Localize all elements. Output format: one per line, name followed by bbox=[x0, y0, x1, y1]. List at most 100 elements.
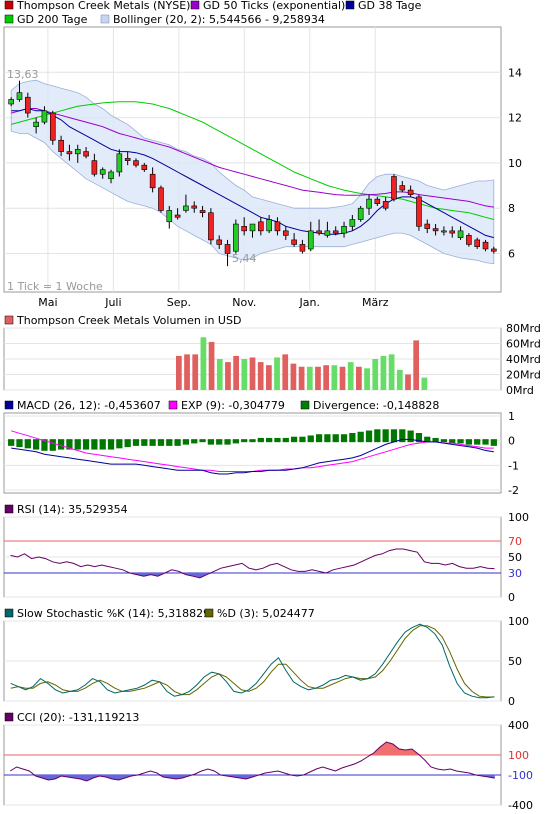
legend-stoch-k-label: Slow Stochastic %K (14): 5,318829 bbox=[17, 607, 210, 620]
stochastic-y-tick-label: 100 bbox=[508, 615, 529, 628]
volume-y-tick-label: 0Mrd bbox=[506, 384, 534, 397]
macd-divergence-bar bbox=[324, 434, 331, 443]
volume-bar bbox=[306, 366, 313, 390]
candle-body bbox=[25, 96, 31, 114]
macd-divergence-bar bbox=[274, 437, 281, 443]
volume-bar bbox=[290, 363, 297, 390]
candle-body bbox=[416, 196, 422, 227]
legend-swatch-ma200 bbox=[4, 14, 14, 24]
macd-divergence-bar bbox=[66, 439, 73, 450]
stochastic-y-tick-label: 50 bbox=[508, 655, 522, 668]
candle-body bbox=[349, 219, 356, 227]
candle-body bbox=[183, 205, 189, 211]
candle-body bbox=[149, 173, 156, 189]
volume-bars bbox=[175, 337, 428, 390]
macd-divergence-bar bbox=[224, 439, 231, 445]
legend-swatch-ema50 bbox=[190, 0, 200, 10]
macd-divergence-bar bbox=[465, 439, 472, 445]
stoch-k-line bbox=[10, 623, 495, 699]
rsi-y-tick-label: 50 bbox=[508, 551, 522, 564]
volume-bar bbox=[339, 366, 346, 390]
macd-divergence-bar bbox=[241, 439, 248, 443]
price-y-tick-label: 12 bbox=[508, 112, 522, 125]
price-y-tick-label: 10 bbox=[508, 157, 522, 170]
price-y-tick-label: 14 bbox=[508, 66, 522, 79]
volume-bar bbox=[372, 359, 379, 390]
legend-swatch-ma38 bbox=[345, 0, 355, 10]
volume-bar bbox=[241, 359, 248, 390]
macd-divergence-bar bbox=[74, 439, 81, 450]
macd-divergence-bar bbox=[440, 439, 448, 443]
macd-divergence-bar bbox=[182, 439, 190, 445]
candle-body bbox=[49, 112, 56, 141]
volume-bar bbox=[315, 366, 321, 390]
macd-y-tick-label: -1 bbox=[508, 459, 519, 472]
macd-divergence-bar bbox=[174, 439, 181, 446]
volume-bar bbox=[380, 355, 387, 390]
volume-bar bbox=[364, 368, 370, 390]
volume-bar bbox=[356, 366, 362, 390]
volume-bar bbox=[421, 377, 428, 390]
candle-body bbox=[99, 169, 106, 175]
volume-bar bbox=[233, 355, 239, 390]
macd-divergence-bar bbox=[415, 433, 423, 443]
macd-divergence-bar bbox=[357, 431, 364, 443]
volume-y-axis: 80Mrd 60Mrd 40Mrd 20Mrd 0Mrd bbox=[506, 322, 541, 397]
macd-divergence-bar bbox=[424, 436, 431, 443]
macd-divergence-bar bbox=[191, 439, 198, 444]
macd-divergence-bar bbox=[290, 436, 298, 443]
cci-y-tick-label: 400 bbox=[508, 719, 529, 732]
legend-rsi-label: RSI (14): 35,529354 bbox=[17, 503, 128, 516]
candle-body bbox=[382, 201, 389, 209]
candle-body bbox=[432, 228, 439, 232]
candle-body bbox=[33, 121, 39, 127]
macd-divergence-bar bbox=[315, 434, 323, 443]
volume-bar bbox=[249, 357, 256, 390]
candle-body bbox=[8, 99, 14, 105]
candle-body bbox=[274, 221, 281, 232]
legend-swatch-exp bbox=[168, 400, 178, 410]
candle-body bbox=[108, 171, 114, 180]
macd-divergence-bar bbox=[41, 439, 48, 451]
stochastic-grid bbox=[4, 620, 501, 702]
candle-body bbox=[399, 185, 406, 191]
volume-bar bbox=[266, 365, 272, 390]
macd-divergence-bar bbox=[107, 439, 115, 450]
volume-bar bbox=[192, 354, 199, 390]
volume-bar bbox=[388, 354, 395, 390]
macd-divergence-bar bbox=[374, 429, 381, 443]
cci-plot-area bbox=[3, 724, 502, 806]
candle-body bbox=[58, 139, 64, 152]
candle-body bbox=[316, 230, 322, 234]
volume-bar bbox=[225, 362, 231, 390]
legend-swatch-macd bbox=[4, 400, 14, 410]
macd-divergence-bar bbox=[399, 429, 406, 443]
candle-body bbox=[158, 187, 164, 211]
legend-swatch-bollinger bbox=[100, 14, 110, 24]
volume-bar bbox=[274, 357, 280, 390]
cci-y-tick-label: -100 bbox=[508, 769, 533, 782]
rsi-line bbox=[10, 548, 495, 579]
candle-body bbox=[83, 151, 89, 157]
volume-bar bbox=[405, 374, 411, 390]
candle-body bbox=[166, 210, 173, 223]
candle-body bbox=[449, 230, 456, 234]
price-y-tick-label: 8 bbox=[508, 202, 515, 215]
macd-y-axis: 1 0 -1 -2 bbox=[508, 410, 519, 497]
ma200-line bbox=[11, 101, 494, 220]
volume-y-tick-label: 80Mrd bbox=[506, 322, 541, 335]
macd-divergence-bar bbox=[124, 439, 131, 448]
rsi-y-axis: 100 70 50 30 0 bbox=[508, 511, 529, 604]
candle-body bbox=[124, 158, 131, 161]
macd-divergence-bar bbox=[99, 439, 106, 450]
ma38-line bbox=[11, 107, 494, 239]
macd-y-tick-label: 0 bbox=[508, 435, 515, 448]
volume-y-tick-label: 40Mrd bbox=[506, 353, 541, 366]
price-y-tick-label: 6 bbox=[508, 247, 515, 260]
macd-divergence-bar bbox=[266, 437, 273, 443]
price-x-tick-label: Juli bbox=[104, 296, 121, 309]
price-x-tick-label: März bbox=[362, 296, 389, 309]
cci-line bbox=[9, 741, 495, 782]
candle-body bbox=[174, 214, 181, 218]
